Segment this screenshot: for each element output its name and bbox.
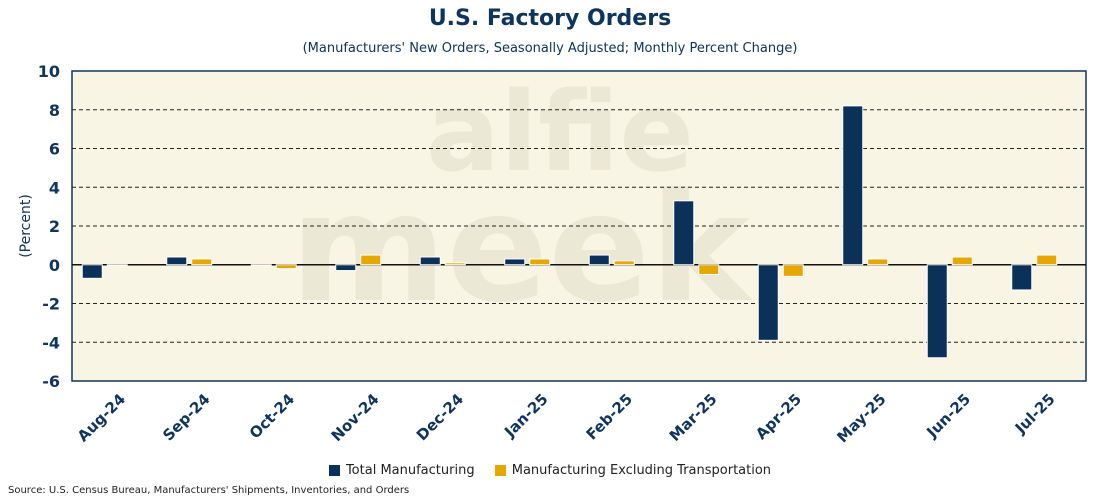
bar-ex-transport (191, 258, 213, 266)
x-tick-label: Aug-24 (74, 390, 129, 445)
legend: Total Manufacturing Manufacturing Exclud… (0, 463, 1100, 480)
y-tick-label: -6 (42, 372, 60, 391)
y-tick-label: 4 (49, 178, 60, 197)
bar-total (504, 258, 526, 266)
bar-ex-transport (275, 264, 297, 270)
y-axis-label: (Percent) (18, 194, 34, 258)
bar-ex-transport (867, 258, 889, 266)
x-tick-label: Oct-24 (246, 390, 298, 442)
legend-label: Manufacturing Excluding Transportation (511, 463, 772, 478)
legend-item-ex-transport: Manufacturing Excluding Transportation (494, 463, 772, 478)
chart-subtitle: (Manufacturers' New Orders, Seasonally A… (302, 41, 798, 56)
bar-total (1011, 264, 1033, 291)
bar-ex-transport (106, 264, 128, 266)
bar-total (588, 254, 610, 266)
x-tick-label: Dec-24 (413, 390, 467, 444)
y-tick-label: 10 (38, 62, 60, 81)
bar-ex-transport (529, 258, 551, 266)
legend-item-total: Total Manufacturing (328, 463, 475, 478)
legend-swatch (494, 465, 506, 476)
y-tick-label: 0 (49, 256, 60, 275)
bar-total (842, 105, 864, 266)
bar-total (335, 264, 357, 272)
x-tick-label: Feb-25 (583, 390, 636, 443)
x-tick-label: Jan-25 (500, 390, 551, 441)
bar-total (419, 256, 441, 266)
bar-ex-transport (698, 264, 720, 275)
bar-total (757, 264, 779, 341)
bar-ex-transport (613, 260, 635, 266)
x-tick-label: Jun-25 (922, 390, 974, 442)
bar-ex-transport (444, 262, 466, 266)
bar-ex-transport (1036, 254, 1058, 266)
x-tick-label: Nov-24 (328, 390, 383, 445)
x-tick-label: Sep-24 (159, 390, 213, 444)
y-tick-label: 8 (49, 101, 60, 120)
x-tick-label: Mar-25 (666, 390, 721, 445)
y-tick-label: 2 (49, 217, 60, 236)
chart-title: U.S. Factory Orders (428, 6, 672, 31)
bar-total (926, 264, 948, 359)
watermark: alfie (426, 68, 694, 196)
x-tick-label: May-25 (833, 390, 889, 446)
bar-total (166, 256, 188, 266)
bar-ex-transport (951, 256, 973, 266)
bar-total (250, 264, 272, 266)
y-tick-label: 6 (49, 140, 60, 159)
legend-label: Total Manufacturing (345, 463, 475, 478)
bar-total (81, 264, 103, 279)
y-tick-label: -2 (42, 295, 60, 314)
x-tick-label: Jul-25 (1011, 390, 1059, 438)
bar-ex-transport (360, 254, 382, 266)
y-tick-label: -4 (42, 333, 60, 352)
bar-ex-transport (782, 264, 804, 277)
bar-total (673, 200, 695, 266)
source-note: Source: U.S. Census Bureau, Manufacturer… (8, 485, 410, 496)
x-tick-label: Apr-25 (752, 390, 805, 443)
legend-swatch (328, 465, 340, 476)
